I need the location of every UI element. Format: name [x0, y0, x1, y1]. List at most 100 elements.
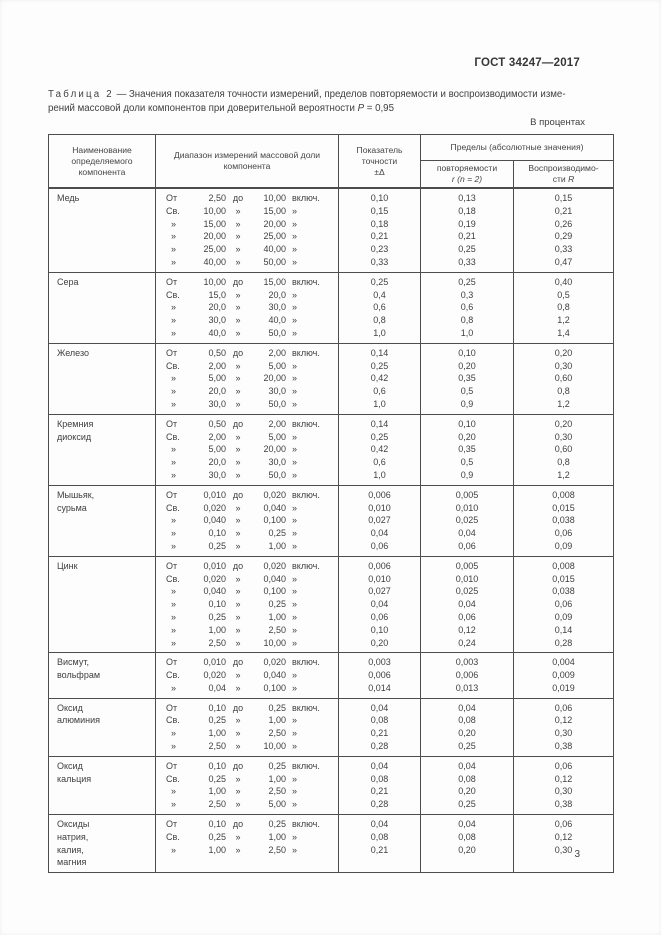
measurement-table: Наименование определяемого компонента Ди…	[48, 134, 615, 874]
value-line: 1,2	[557, 469, 570, 480]
repeatability-cell: 0,04 0,08 0,20 0,25	[420, 697, 514, 757]
range-prefix: »	[171, 741, 177, 752]
value-line: 0,20	[458, 431, 476, 442]
range-value-to: 50,0	[268, 327, 286, 338]
accuracy-cell: 0,10 0,15 0,18 0,21 0,23 0,33	[338, 187, 421, 273]
range-value-to: 0,25	[268, 599, 286, 610]
value-line: 0,04	[458, 760, 476, 771]
range-cell: От 0,10 до 0,25 включ. Св. 0,25 » 1,00 » » 1,00 » 2,5…	[155, 697, 339, 757]
range-value-to: 0,25	[268, 819, 286, 830]
range-separator: »	[235, 398, 241, 409]
range-separator: »	[235, 444, 241, 455]
header-row-2: повторяемости r (n = 2) Воспроизводимо- …	[49, 160, 615, 189]
range-value-from: 0,010	[203, 489, 226, 500]
range-value-from: 0,020	[203, 573, 226, 584]
range-value-from: 1,00	[208, 844, 226, 855]
range-suffix: »	[292, 360, 298, 371]
range-value-to: 0,100	[263, 586, 286, 597]
value-line: 0,014	[368, 682, 391, 693]
range-prefix: »	[171, 373, 177, 384]
range-separator: »	[235, 469, 241, 480]
repeatability-cell: 0,04 0,08 0,20 0,25	[420, 755, 514, 816]
value-line: 0,6	[373, 457, 386, 468]
range-suffix: включ.	[292, 418, 320, 429]
range-suffix: »	[292, 469, 298, 480]
range-value-to: 25,00	[263, 231, 286, 242]
value-line: 0,35	[458, 444, 476, 455]
range-value-to: 0,100	[263, 682, 286, 693]
range-separator: »	[235, 528, 241, 539]
value-line: 0,8	[557, 386, 570, 397]
value-line: 0,005	[455, 560, 479, 571]
range-value-from: 2,50	[208, 799, 226, 810]
range-value-from: 5,00	[208, 373, 226, 384]
value-line: 1,2	[557, 315, 570, 326]
value-line: 0,04	[458, 702, 476, 713]
range-suffix: »	[292, 398, 298, 409]
range-suffix: »	[292, 773, 298, 784]
range-line: » 0,040 » 0,100 »	[166, 514, 338, 527]
value-line: 0,004	[552, 657, 575, 668]
range-value-to: 0,040	[263, 670, 286, 681]
value-line: 0,038	[552, 586, 575, 597]
component-cell: Сера	[48, 271, 156, 344]
table-row: Висмут, вольфрам От 0,010 до 0,020 включ. Св. 0,…	[48, 652, 615, 699]
value-line: 0,008	[552, 489, 575, 500]
value-line: 0,9	[460, 398, 474, 409]
range-prefix: »	[171, 444, 177, 455]
range-value-to: 15,00	[263, 276, 286, 287]
range-value-from: 0,04	[208, 682, 226, 693]
value-line: 0,29	[554, 231, 573, 242]
range-value-from: 2,50	[208, 193, 226, 203]
value-line: 0,8	[373, 315, 386, 326]
probability-symbol: P	[357, 102, 365, 114]
range-separator: »	[235, 431, 241, 442]
range-separator: »	[235, 205, 241, 216]
component-cell: Оксид алюминия	[48, 697, 156, 757]
range-prefix: »	[171, 624, 177, 635]
range-value-to: 50,0	[268, 398, 286, 409]
range-line: » 5,00 » 20,00 »	[166, 443, 338, 456]
range-line: » 1,00 » 2,50 »	[166, 624, 338, 637]
range-separator: »	[235, 586, 241, 597]
range-value-from: 0,020	[203, 502, 226, 513]
range-value-from: 30,0	[208, 469, 226, 480]
range-value-from: 0,10	[208, 702, 226, 713]
range-value-to: 2,50	[268, 728, 286, 739]
value-line: 0,08	[458, 831, 476, 842]
value-line: 0,9	[460, 469, 474, 480]
range-suffix: »	[292, 599, 298, 610]
header-reproducibility-line2-text: сти	[552, 174, 569, 184]
range-line: » 0,25 » 1,00 »	[166, 540, 338, 553]
range-separator: »	[235, 373, 241, 384]
value-line: 0,010	[368, 573, 391, 584]
reproducibility-cell: 0,008 0,015 0,038 0,06 0,09	[512, 484, 615, 557]
range-suffix: »	[292, 256, 298, 267]
reproducibility-cell: 0,06 0,12 0,30 0,38	[512, 755, 615, 816]
accuracy-cell: 0,25 0,4 0,6 0,8 1,0	[338, 271, 421, 344]
value-line: 0,33	[458, 256, 476, 267]
component-line: Цинк	[57, 560, 78, 571]
value-line: 0,025	[455, 586, 479, 597]
range-separator: »	[235, 515, 241, 526]
value-line: 0,04	[458, 599, 476, 610]
range-line: Св. 2,00 » 5,00 »	[166, 431, 338, 444]
component-line: Кремния	[57, 418, 94, 429]
range-separator: »	[235, 289, 241, 300]
component-cell: Медь	[48, 187, 156, 273]
range-line: » 15,00 » 20,00 »	[166, 218, 338, 231]
range-line: » 30,0 » 50,0 »	[166, 469, 338, 482]
value-line: 0,08	[370, 831, 389, 842]
range-line: » 2,50 » 10,00 »	[166, 637, 338, 650]
range-suffix: »	[292, 611, 298, 622]
range-separator: »	[235, 624, 241, 635]
reproducibility-cell: 0,008 0,015 0,038 0,06 0,09 0,14 0,28	[512, 555, 615, 654]
value-line: 0,09	[554, 540, 573, 551]
range-separator: »	[235, 773, 241, 784]
range-line: » 5,00 » 20,00 »	[166, 372, 338, 385]
value-line: 0,38	[554, 741, 573, 752]
value-line: 0,009	[552, 670, 575, 681]
value-line: 0,38	[554, 799, 573, 810]
range-value-to: 0,040	[263, 502, 286, 513]
